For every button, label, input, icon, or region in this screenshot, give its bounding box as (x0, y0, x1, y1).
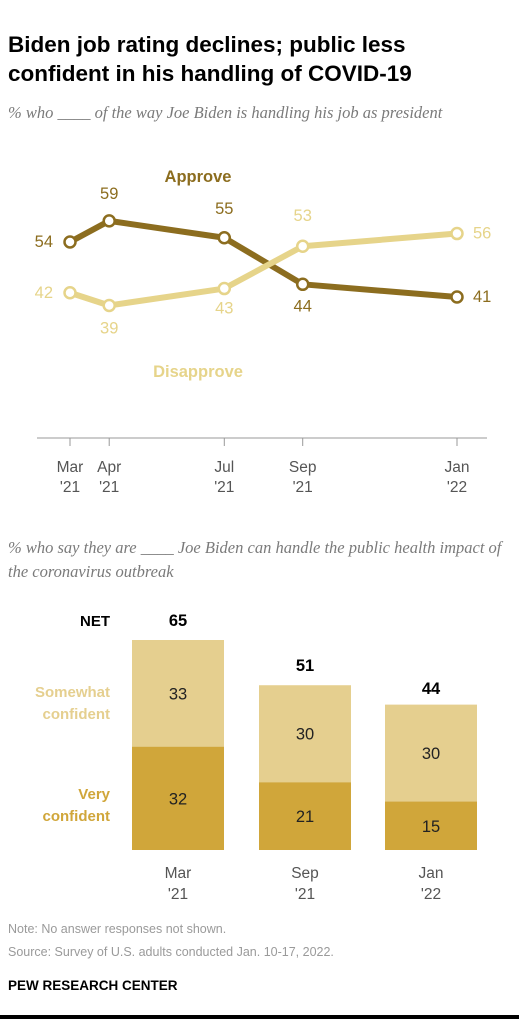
x-tick-label: '21 (293, 479, 313, 496)
category-label: '21 (295, 886, 315, 903)
approve-data-label: 59 (100, 185, 118, 203)
category-label: '22 (421, 886, 441, 903)
category-label: Mar (165, 865, 192, 882)
somewhat-confident-bar (132, 640, 224, 747)
very-confident-value-label: 21 (296, 808, 314, 826)
very-confident-value-label: 15 (422, 818, 440, 836)
approve-data-label: 54 (35, 233, 53, 251)
somewhat-confident-bar (259, 685, 351, 783)
approve-data-label: 55 (215, 200, 233, 218)
very-confident-legend-label: Very (78, 786, 110, 803)
x-tick-label: Sep (289, 459, 317, 476)
somewhat-confident-legend-label: Somewhat (35, 684, 110, 701)
net-label: NET (80, 613, 110, 630)
net-value-label: 51 (296, 657, 314, 675)
disapprove-data-label: 43 (215, 300, 233, 318)
category-label: '21 (168, 886, 188, 903)
very-confident-bar (385, 801, 477, 850)
disapprove-point (295, 239, 310, 253)
disapprove-point (102, 298, 116, 313)
disapprove-data-label: 42 (35, 284, 53, 302)
line-chart-subtitle: % who ____ of the way Joe Biden is handl… (8, 103, 443, 122)
disapprove-data-label: 56 (473, 225, 491, 243)
somewhat-confident-legend-label: confident (43, 706, 111, 723)
disapprove-series-name: Disapprove (153, 363, 243, 381)
somewhat-confident-bar (385, 704, 477, 802)
category-label: Jan (419, 865, 444, 882)
x-tick-label: Apr (97, 459, 121, 476)
approve-point (63, 235, 77, 249)
x-tick-label: '21 (214, 479, 234, 496)
approve-data-label: 41 (473, 288, 491, 306)
approve-point (450, 290, 464, 304)
bottom-rule (0, 1015, 519, 1019)
category-label: Sep (291, 865, 319, 882)
x-tick-label: Mar (57, 459, 84, 476)
very-confident-bar (259, 782, 351, 850)
x-tick-label: Jan (445, 459, 470, 476)
very-confident-value-label: 32 (169, 790, 187, 808)
chart-title: Biden job rating declines; public less c… (8, 32, 412, 86)
note-text: Note: No answer responses not shown. (8, 922, 227, 936)
disapprove-point (450, 226, 464, 241)
net-value-label: 65 (169, 612, 187, 630)
very-confident-bar (132, 746, 224, 850)
approve-point (295, 277, 310, 292)
somewhat-confident-value-label: 30 (296, 726, 314, 744)
approve-series-name: Approve (165, 168, 232, 186)
confidence-bar-chart: 32 33 65 Mar '21 21 30 51 Sep '21 15 30 44 Jan '22 NET S… (35, 612, 477, 903)
disapprove-data-label: 53 (294, 207, 312, 225)
approve-point (217, 231, 232, 245)
approval-line-chart: Mar '21 Apr '21 Jul '21 Sep '21 Jan '22 54 59 55 44 41… (35, 168, 492, 496)
source-text: Source: Survey of U.S. adults conducted … (8, 945, 334, 959)
disapprove-data-label: 39 (100, 319, 118, 337)
disapprove-point (217, 281, 232, 296)
disapprove-point (63, 286, 77, 300)
bar-chart-subtitle: % who say they are ____ Joe Biden can ha… (8, 538, 502, 581)
somewhat-confident-value-label: 33 (169, 685, 187, 703)
x-tick-label: '21 (60, 479, 80, 496)
net-value-label: 44 (422, 680, 441, 698)
very-confident-legend-label: confident (43, 808, 111, 825)
approve-point (102, 214, 116, 228)
x-tick-label: '21 (99, 479, 119, 496)
approve-data-label: 44 (294, 297, 312, 315)
x-tick-label: '22 (447, 479, 467, 496)
x-tick-label: Jul (214, 459, 234, 476)
somewhat-confident-value-label: 30 (422, 745, 440, 763)
brand-name: PEW RESEARCH CENTER (8, 978, 178, 993)
